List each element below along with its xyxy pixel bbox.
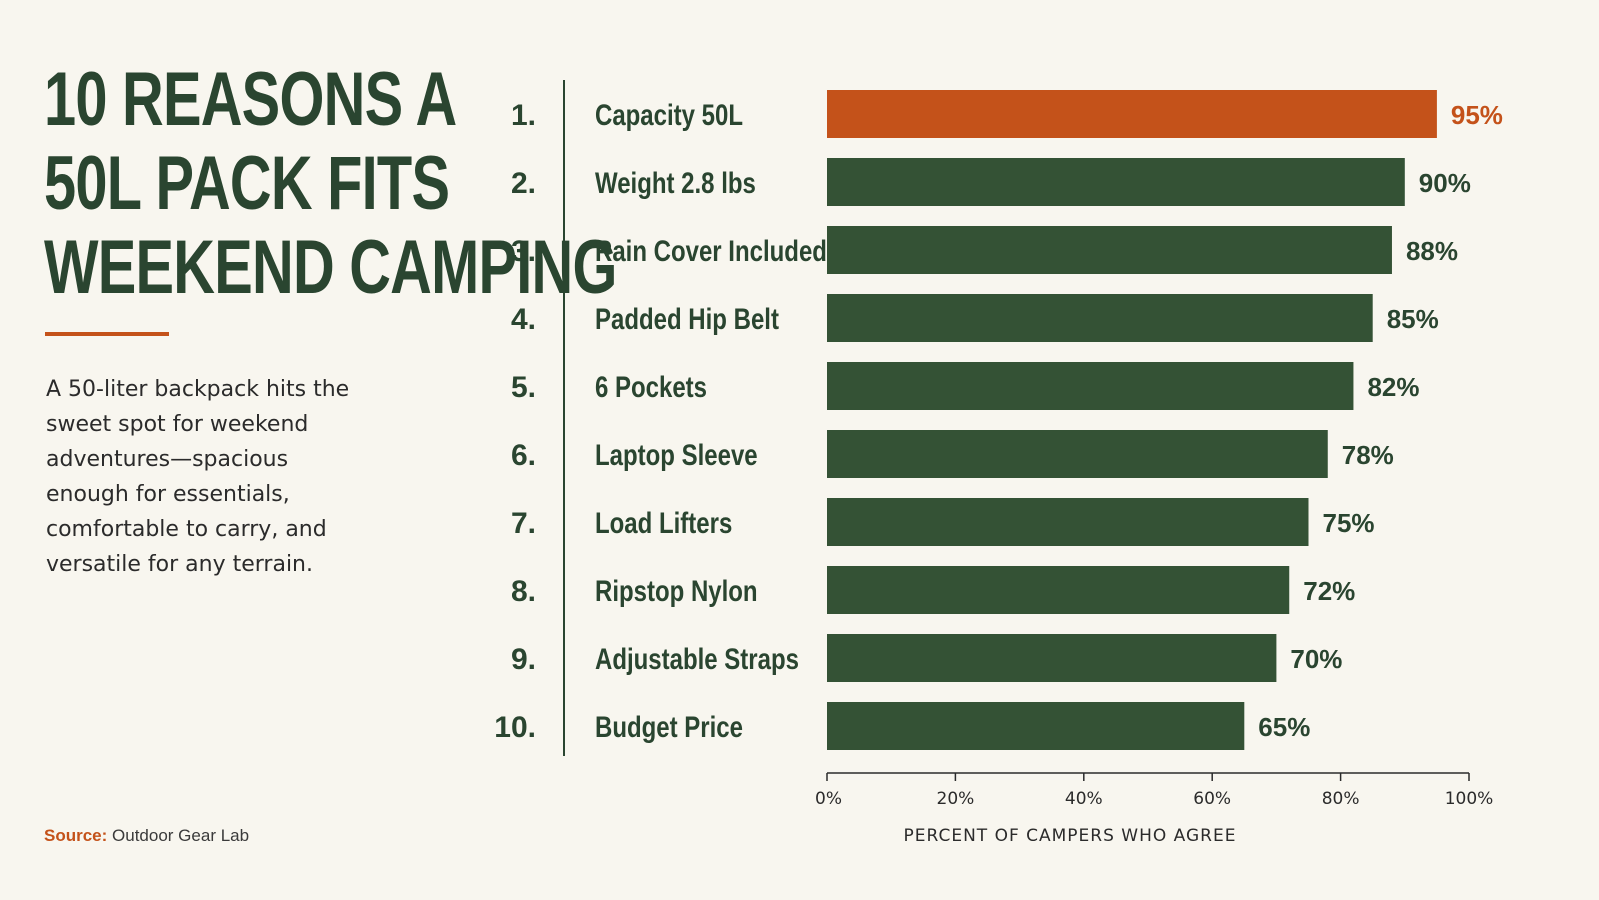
rank-number: 4. [511,303,536,336]
bar-row: 5. 6 Pockets 82% [511,362,1419,410]
value-label: 85% [1387,304,1439,334]
value-label: 90% [1419,168,1471,198]
bar-row: 6. Laptop Sleeve 78% [511,430,1394,478]
category-label: Weight 2.8 lbs [595,165,756,199]
value-label: 88% [1406,236,1458,266]
x-tick-label: 100% [1445,789,1494,809]
bar [827,294,1373,342]
bar-row: 8. Ripstop Nylon 72% [511,566,1355,614]
x-tick-label: 20% [937,789,975,809]
bar [827,702,1245,750]
bar [827,226,1392,274]
bar-rows: 1. Capacity 50L 95% 2. Weight 2.8 lbs 90% 3. Ra… [494,90,1503,750]
rank-number: 7. [511,507,536,540]
bar [827,90,1437,138]
value-label: 70% [1290,644,1342,674]
category-label: Adjustable Straps [595,641,799,675]
category-label: Ripstop Nylon [595,573,758,607]
category-label: Padded Hip Belt [595,301,779,335]
category-label: 6 Pockets [595,369,707,403]
rank-number: 3. [511,235,536,268]
x-tick-label: 80% [1322,789,1360,809]
chart-title: 10 REASONS A 50L PACK FITS WEEKEND CAMPI… [44,58,617,310]
rank-number: 9. [511,643,536,676]
category-label: Capacity 50L [595,97,743,131]
source-text: Outdoor Gear Lab [112,826,250,845]
bar-row: 3. Rain Cover Included 88% [511,226,1458,274]
value-label: 75% [1323,508,1375,538]
x-tick-label: 60% [1193,789,1231,809]
rank-number: 10. [494,711,536,744]
bar [827,430,1328,478]
value-label: 72% [1303,576,1355,606]
bar [827,362,1354,410]
bar-row: 4. Padded Hip Belt 85% [511,294,1439,342]
value-label: 65% [1258,712,1310,742]
description: A 50-liter backpack hits the sweet spot … [46,377,350,577]
bar [827,634,1277,682]
x-axis-ticks: 0% 20% 40% 60% 80% 100% [815,773,1493,809]
title-line-2: 50L PACK FITS [44,141,450,226]
rank-number: 5. [511,371,536,404]
value-label: 95% [1451,100,1503,130]
title-line-1: 10 REASONS A [44,57,457,142]
x-tick-label: 40% [1065,789,1103,809]
rank-number: 1. [511,99,536,132]
category-label: Load Lifters [595,505,732,539]
value-label: 82% [1367,372,1419,402]
x-tick-label: 0% [815,789,842,809]
rank-number: 2. [511,167,536,200]
bar-row: 10. Budget Price 65% [494,702,1310,750]
source-note: Source: Outdoor Gear Lab [44,826,249,846]
category-label: Laptop Sleeve [595,437,758,471]
source-label: Source: [44,826,108,845]
bar [827,158,1405,206]
title-accent-rule [45,332,169,336]
rank-number: 8. [511,575,536,608]
bar [827,498,1309,546]
category-label: Rain Cover Included [595,233,827,267]
title-line-3: WEEKEND CAMPING [44,225,617,310]
bar-row: 9. Adjustable Straps 70% [511,634,1342,682]
bar-row: 1. Capacity 50L 95% [511,90,1503,138]
rank-number: 6. [511,439,536,472]
bar [827,566,1290,614]
value-label: 78% [1342,440,1394,470]
category-label: Budget Price [595,709,743,743]
x-axis-title: PERCENT OF CAMPERS WHO AGREE [904,826,1237,846]
bar-row: 2. Weight 2.8 lbs 90% [511,158,1471,206]
bar-row: 7. Load Lifters 75% [511,498,1375,546]
